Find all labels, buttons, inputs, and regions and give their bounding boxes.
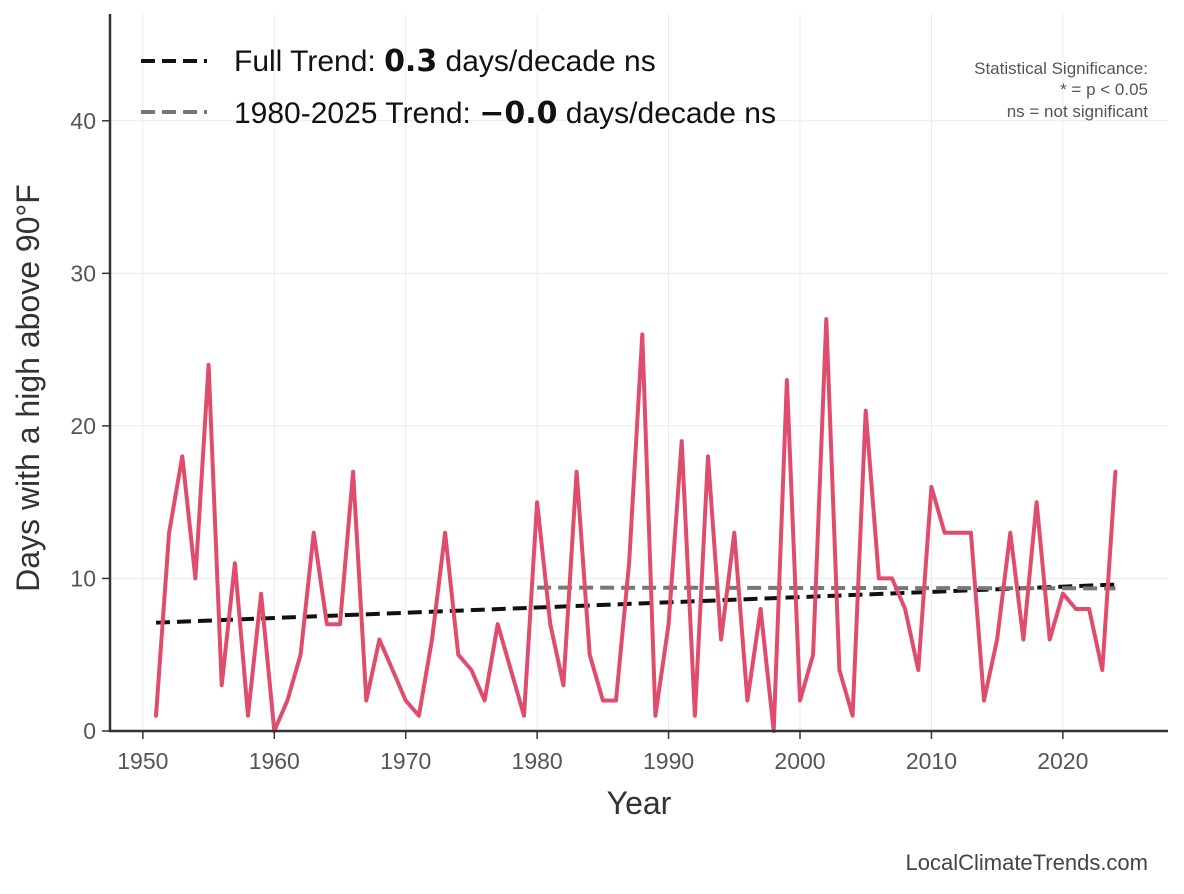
legend-label-recent-trend: 1980-2025 Trend: −0.0 days/decade ns xyxy=(234,96,776,131)
x-tick-label: 2000 xyxy=(774,748,825,774)
y-tick-label: 40 xyxy=(70,108,96,134)
x-tick-label: 1970 xyxy=(380,748,431,774)
legend-label-full-trend: Full Trend: 0.3 days/decade ns xyxy=(234,44,656,79)
x-tick-label: 1960 xyxy=(249,748,300,774)
annual-days-line xyxy=(154,317,1118,733)
significance-title: Statistical Significance: xyxy=(974,59,1148,78)
x-axis-title: Year xyxy=(607,785,672,821)
trend-lines xyxy=(155,582,1116,625)
legend: Full Trend: 0.3 days/decade ns 1980-2025… xyxy=(141,44,776,131)
data-series xyxy=(154,317,1118,733)
x-tick-label: 2020 xyxy=(1037,748,1088,774)
axes xyxy=(102,14,1168,739)
site-credit: LocalClimateTrends.com xyxy=(906,850,1149,875)
x-tick-label: 1950 xyxy=(117,748,168,774)
tick-labels: 1950 1960 1970 1980 1990 2000 2010 2020 0 10 20 30 4… xyxy=(70,108,1088,774)
full-trend-line xyxy=(155,582,1116,625)
x-tick-label: 1980 xyxy=(512,748,563,774)
significance-p-value: * = p < 0.05 xyxy=(1060,80,1148,99)
recent-trend-line xyxy=(537,585,1116,591)
y-tick-label: 0 xyxy=(83,718,96,744)
y-axis-title: Days with a high above 90°F xyxy=(10,184,46,592)
significance-note: Statistical Significance: * = p < 0.05 n… xyxy=(974,59,1148,121)
x-tick-label: 2010 xyxy=(906,748,957,774)
y-tick-label: 10 xyxy=(70,565,96,591)
y-tick-label: 30 xyxy=(70,260,96,286)
y-tick-label: 20 xyxy=(70,413,96,439)
significance-ns: ns = not significant xyxy=(1007,102,1149,121)
x-tick-label: 1990 xyxy=(643,748,694,774)
